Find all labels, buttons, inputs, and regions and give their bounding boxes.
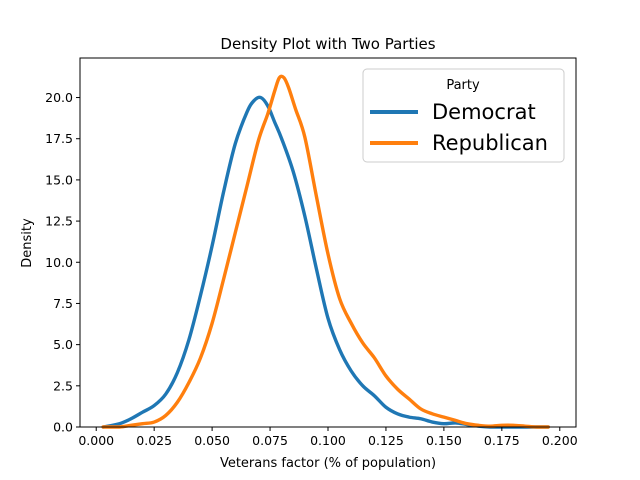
x-tick-label: 0.175 [484,433,520,448]
x-tick-label: 0.200 [542,433,578,448]
x-tick-label: 0.125 [368,433,404,448]
y-axis-label: Density [20,218,35,268]
chart-title: Density Plot with Two Parties [220,35,435,53]
x-tick-label: 0.050 [194,433,230,448]
y-tick-label: 20.0 [45,90,73,105]
y-tick-label: 12.5 [45,214,73,229]
legend-label-republican: Republican [432,131,548,155]
x-tick-label: 0.075 [252,433,288,448]
y-tick-label: 2.5 [53,378,73,393]
x-axis: 0.000 0.025 0.050 0.075 0.100 0.125 0.150 0.175… [78,427,578,448]
legend-box [362,68,565,163]
y-tick-label: 7.5 [53,296,73,311]
legend-label-democrat: Democrat [432,100,536,124]
y-axis: 0.0 2.5 5.0 7.5 10.0 12.5 15.0 17.5 20.0 [45,90,80,435]
y-tick-label: 10.0 [45,255,73,270]
legend: Party Democrat Republican [362,68,565,163]
y-tick-label: 15.0 [45,172,73,187]
y-tick-label: 0.0 [53,420,73,435]
x-tick-label: 0.100 [310,433,346,448]
density-line-republican [101,74,550,429]
y-tick-label: 17.5 [45,131,73,146]
x-tick-label: 0.000 [78,433,114,448]
axes-frame [79,57,577,428]
x-axis-label: Veterans factor (% of population) [220,456,436,471]
x-tick-label: 0.150 [426,433,462,448]
legend-title: Party [446,78,480,93]
x-tick-label: 0.025 [136,433,172,448]
plot-area [101,74,550,429]
y-tick-label: 5.0 [53,337,73,352]
